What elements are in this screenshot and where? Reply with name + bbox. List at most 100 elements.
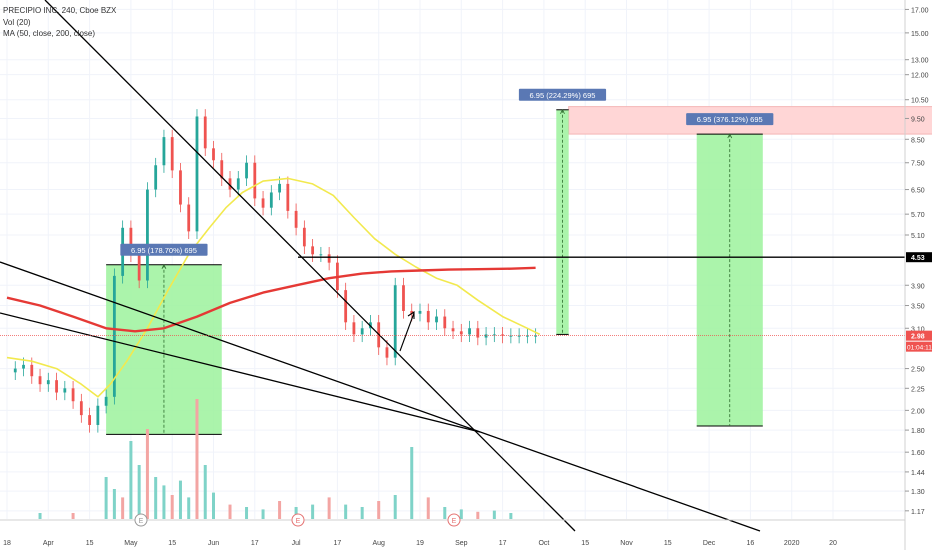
price-tick-label: 2.50 xyxy=(911,367,925,374)
time-tick-label: Nov xyxy=(620,540,633,547)
candle-body xyxy=(385,347,389,358)
price-tick-label: 5.70 xyxy=(911,212,925,219)
candle-body xyxy=(22,364,25,369)
candle-body xyxy=(55,380,58,393)
time-tick-label: 2020 xyxy=(784,540,800,547)
time-tick-label: 17 xyxy=(334,540,342,547)
current-price-badge-bg xyxy=(906,330,932,341)
candle-body xyxy=(154,165,158,190)
candlesticks xyxy=(13,109,538,433)
time-tick-label: 15 xyxy=(86,540,94,547)
candle-body xyxy=(38,376,42,385)
candle-body xyxy=(195,116,199,232)
earnings-event-icon xyxy=(291,513,305,527)
volume-bar xyxy=(492,510,496,519)
volume-bar xyxy=(170,495,174,519)
volume-bar xyxy=(459,509,463,519)
price-tick-label: 1.60 xyxy=(911,450,925,457)
price-tick-label: 1.80 xyxy=(911,428,925,435)
legend-volume[interactable]: Vol (20) xyxy=(3,17,31,27)
measure-label: 6.95 (224.29%) 695 xyxy=(530,91,596,100)
candle-body xyxy=(236,178,240,190)
candle-body xyxy=(302,227,306,247)
price-tick-label: 2.25 xyxy=(911,386,925,393)
candle-body xyxy=(311,246,315,255)
volume-bar xyxy=(112,489,116,519)
volume-bar xyxy=(203,465,207,519)
candle-body xyxy=(187,204,191,232)
candle-body xyxy=(410,310,414,314)
measure-label-bg xyxy=(686,113,774,126)
candle-body xyxy=(170,137,174,171)
candle-body xyxy=(319,254,323,256)
countdown-badge: 01:04:11 xyxy=(907,345,932,352)
candle-body xyxy=(402,285,405,311)
price-tick-label: 8.50 xyxy=(911,137,925,144)
volume-bar xyxy=(294,507,298,519)
volume-bar xyxy=(377,501,381,519)
current-price-badge: 2.98 xyxy=(911,334,925,341)
time-tick-label: Sep xyxy=(455,540,468,547)
time-tick-label: Jun xyxy=(208,540,219,547)
candle-body xyxy=(294,210,298,228)
volume-bar xyxy=(137,465,141,519)
candle-body xyxy=(476,328,480,338)
candle-body xyxy=(71,388,75,402)
time-tick-label: 18 xyxy=(3,540,11,547)
measure-label-bg xyxy=(518,88,607,101)
time-tick-label: Jul xyxy=(292,540,301,547)
price-tick-label: 1.17 xyxy=(911,509,925,516)
candle-body xyxy=(435,316,438,323)
time-tick-label: 17 xyxy=(499,540,507,547)
candle-body xyxy=(352,322,356,335)
candle-body xyxy=(212,148,215,161)
time-tick-label: Dec xyxy=(703,540,716,547)
candle-body xyxy=(112,275,116,397)
earnings-event-icon xyxy=(447,513,461,527)
volume-bar xyxy=(212,492,215,519)
price-tick-label: 1.44 xyxy=(911,470,925,477)
volume-bar xyxy=(245,507,249,519)
candle-body xyxy=(534,335,538,337)
legend-symbol[interactable]: PRECIPIO INC, 240, Cboe BZX xyxy=(3,6,117,15)
candle-body xyxy=(501,334,504,336)
candle-body xyxy=(30,364,34,377)
candle-body xyxy=(137,254,141,281)
grid xyxy=(0,0,905,519)
candle-body xyxy=(509,335,513,337)
candle-body xyxy=(426,310,430,323)
candle-body xyxy=(63,388,67,393)
measure-labels: 6.95 (178.70%) 695 6.95 (224.29%) 695 6.95… xyxy=(120,88,774,256)
price-tick-label: 15.00 xyxy=(911,31,929,38)
candle-body xyxy=(360,328,364,335)
ma50-line xyxy=(6,177,541,398)
candle-body xyxy=(203,116,207,149)
candle-body xyxy=(451,328,455,332)
upper-trendline xyxy=(44,0,576,532)
measure-label: 6.95 (376.12%) 695 xyxy=(697,115,763,124)
price-axis[interactable]: 17.00 15.00 13.00 12.00 10.50 9.50 8.50 7.50 6.5… xyxy=(904,0,932,550)
volume-bar xyxy=(278,501,282,519)
price-tick-label: 5.10 xyxy=(911,233,925,240)
time-tick-label: 20 xyxy=(829,540,837,547)
time-tick-label: Oct xyxy=(538,540,549,547)
time-tick-label: May xyxy=(124,540,138,547)
candle-body xyxy=(253,162,257,199)
drawing-layer xyxy=(0,0,905,532)
ma200-line xyxy=(6,266,536,333)
volume-bar xyxy=(162,485,166,519)
price-tick-label: 3.90 xyxy=(911,283,925,290)
legend-ma[interactable]: MA (50, close, 200, close) xyxy=(3,29,96,38)
candle-body xyxy=(286,183,290,211)
volume-bar xyxy=(129,441,133,519)
level-price-badge: 4.53 xyxy=(911,255,925,262)
volume-bar xyxy=(410,447,414,519)
candle-body xyxy=(179,170,182,205)
volume-bar xyxy=(261,509,265,519)
price-tick-label: 7.50 xyxy=(911,161,925,168)
moving-averages xyxy=(6,177,541,398)
time-tick-label: Apr xyxy=(43,540,55,547)
time-tick-label: 17 xyxy=(251,540,259,547)
